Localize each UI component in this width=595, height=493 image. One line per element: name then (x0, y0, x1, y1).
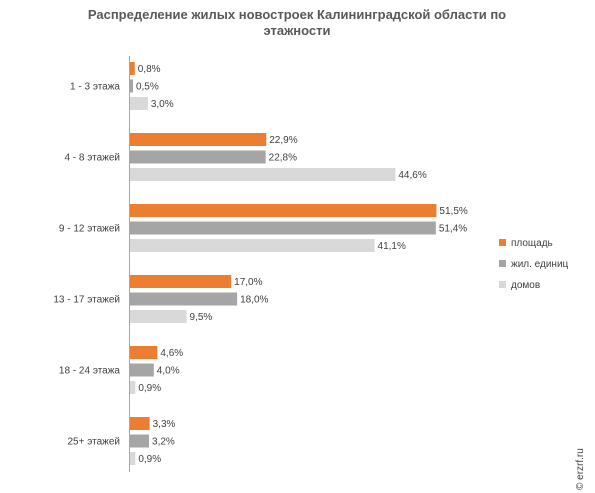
legend-label-area: площадь (511, 238, 553, 249)
value-label-houses-13-17: 9,5% (190, 312, 213, 323)
bar-area: 1 - 3 этажа 0,8% 0,5% 3,0% 4 - 8 этажей 22,9%… (53, 62, 468, 465)
bar-houses-25plus (130, 452, 136, 465)
legend-swatch-units (499, 260, 506, 267)
value-label-houses-25plus: 0,9% (138, 454, 161, 465)
value-label-area-25plus: 3,3% (153, 419, 176, 430)
value-label-houses-9-12: 41,1% (378, 241, 406, 252)
bar-units-25plus (130, 434, 150, 448)
bar-houses-4-8 (130, 168, 396, 181)
legend: площадь жил. единиц домов (499, 238, 569, 291)
value-label-area-4-8: 22,9% (269, 135, 297, 146)
value-label-units-13-17: 18,0% (240, 295, 268, 306)
category-label-18-24: 18 - 24 этажа (59, 366, 121, 377)
bar-area-13-17 (130, 275, 232, 288)
value-label-houses-1-3: 3,0% (151, 99, 174, 110)
value-label-houses-18-24: 0,9% (138, 383, 161, 394)
value-label-units-4-8: 22,8% (269, 153, 297, 164)
bar-houses-9-12 (130, 239, 375, 252)
legend-label-units: жил. единиц (511, 259, 569, 270)
value-label-area-1-3: 0,8% (138, 64, 161, 75)
chart-title-line-1: Распределение жилых новостроек Калинингр… (88, 7, 506, 22)
value-label-units-9-12: 51,4% (439, 224, 467, 235)
bar-houses-18-24 (130, 381, 136, 394)
category-label-13-17: 13 - 17 этажей (53, 295, 120, 306)
watermark: © erzrf.ru (575, 448, 586, 490)
bar-houses-1-3 (130, 97, 148, 110)
category-label-25plus: 25+ этажей (68, 437, 121, 448)
bar-units-4-8 (130, 150, 266, 164)
chart-title-line-2: этажности (263, 23, 330, 38)
bar-units-1-3 (130, 79, 133, 93)
legend-swatch-area (499, 239, 506, 246)
legend-swatch-houses (499, 281, 506, 288)
value-label-units-18-24: 4,0% (157, 366, 180, 377)
bar-units-13-17 (130, 292, 238, 306)
category-label-1-3: 1 - 3 этажа (70, 82, 120, 93)
bar-area-1-3 (130, 62, 135, 75)
value-label-area-9-12: 51,5% (439, 206, 467, 217)
value-label-units-25plus: 3,2% (152, 437, 175, 448)
value-label-area-18-24: 4,6% (160, 348, 183, 359)
bar-units-18-24 (130, 363, 154, 377)
legend-label-houses: домов (511, 280, 540, 291)
bar-area-4-8 (130, 133, 267, 146)
category-label-9-12: 9 - 12 этажей (59, 224, 120, 235)
value-label-units-1-3: 0,5% (136, 82, 159, 93)
bar-units-9-12 (130, 221, 436, 235)
bar-houses-13-17 (130, 310, 187, 323)
bar-area-25plus (130, 417, 150, 430)
bar-area-18-24 (130, 346, 158, 359)
category-label-4-8: 4 - 8 этажей (64, 153, 120, 164)
value-label-houses-4-8: 44,6% (398, 170, 426, 181)
bar-area-9-12 (130, 204, 437, 217)
value-label-area-13-17: 17,0% (234, 277, 262, 288)
